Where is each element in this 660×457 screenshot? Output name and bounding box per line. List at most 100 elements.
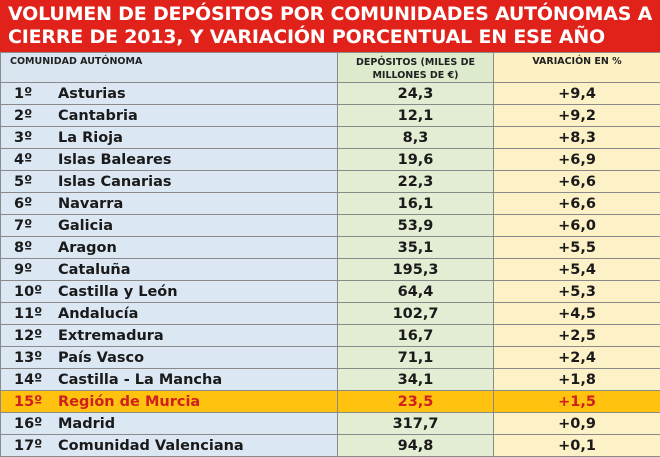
- variation-cell: +5,3: [494, 281, 660, 303]
- variation-cell: +4,5: [494, 303, 660, 325]
- rank-label: 7º: [14, 218, 58, 234]
- deposits-table: COMUNIDAD AUTÓNOMA DEPÓSITOS (MILES DE M…: [0, 52, 660, 457]
- rank-label: 6º: [14, 196, 58, 212]
- community-name: País Vasco: [58, 350, 144, 366]
- community-name: Castilla y León: [58, 284, 178, 300]
- deposits-cell: 24,3: [338, 83, 494, 105]
- community-name: Islas Canarias: [58, 174, 172, 190]
- rank-label: 10º: [14, 284, 58, 300]
- header-community: COMUNIDAD AUTÓNOMA: [1, 53, 338, 83]
- community-name: Castilla - La Mancha: [58, 372, 222, 388]
- deposits-cell: 35,1: [338, 237, 494, 259]
- community-name: Navarra: [58, 196, 123, 212]
- rank-label: 8º: [14, 240, 58, 256]
- header-deposits: DEPÓSITOS (MILES DE MILLONES DE €): [338, 53, 494, 83]
- variation-cell: +0,9: [494, 413, 660, 435]
- community-name: Extremadura: [58, 328, 164, 344]
- rank-label: 12º: [14, 328, 58, 344]
- variation-cell: +5,5: [494, 237, 660, 259]
- variation-cell: +9,4: [494, 83, 660, 105]
- header-deposits-line2: MILLONES DE €): [338, 69, 493, 82]
- community-name: Galicia: [58, 218, 113, 234]
- rank-label: 15º: [14, 394, 58, 410]
- community-name: Cantabria: [58, 108, 138, 124]
- deposits-cell: 195,3: [338, 259, 494, 281]
- deposits-cell: 22,3: [338, 171, 494, 193]
- deposits-cell: 64,4: [338, 281, 494, 303]
- community-name: Aragon: [58, 240, 117, 256]
- rank-label: 9º: [14, 262, 58, 278]
- variation-cell: +9,2: [494, 105, 660, 127]
- header-variation: VARIACIÓN EN %: [494, 53, 660, 83]
- rank-label: 16º: [14, 416, 58, 432]
- rank-label: 4º: [14, 152, 58, 168]
- deposits-cell: 71,1: [338, 347, 494, 369]
- variation-cell: +2,4: [494, 347, 660, 369]
- variation-cell: +1,8: [494, 369, 660, 391]
- community-name: Andalucía: [58, 306, 138, 322]
- deposits-cell: 16,7: [338, 325, 494, 347]
- community-name: Madrid: [58, 416, 115, 432]
- community-name: La Rioja: [58, 130, 123, 146]
- deposits-cell: 102,7: [338, 303, 494, 325]
- deposits-cell: 8,3: [338, 127, 494, 149]
- variation-cell: +6,9: [494, 149, 660, 171]
- rank-label: 5º: [14, 174, 58, 190]
- deposits-cell: 317,7: [338, 413, 494, 435]
- variation-cell: +6,0: [494, 215, 660, 237]
- header-deposits-line1: DEPÓSITOS (MILES DE: [338, 56, 493, 69]
- rank-label: 2º: [14, 108, 58, 124]
- title-line-2: CIERRE DE 2013, Y VARIACIÓN PORCENTUAL E…: [8, 26, 660, 49]
- rank-label: 14º: [14, 372, 58, 388]
- variation-cell: +1,5: [494, 391, 660, 413]
- variation-cell: +6,6: [494, 193, 660, 215]
- title-bar: VOLUMEN DE DEPÓSITOS POR COMUNIDADES AUT…: [0, 0, 660, 52]
- variation-cell: +8,3: [494, 127, 660, 149]
- rank-label: 13º: [14, 350, 58, 366]
- community-name: Asturias: [58, 86, 126, 102]
- deposits-cell: 16,1: [338, 193, 494, 215]
- variation-cell: +5,4: [494, 259, 660, 281]
- community-name: Región de Murcia: [58, 394, 200, 410]
- deposits-cell: 12,1: [338, 105, 494, 127]
- rank-label: 3º: [14, 130, 58, 146]
- deposits-cell: 23,5: [338, 391, 494, 413]
- variation-cell: +6,6: [494, 171, 660, 193]
- variation-cell: +2,5: [494, 325, 660, 347]
- deposits-cell: 19,6: [338, 149, 494, 171]
- title-line-1: VOLUMEN DE DEPÓSITOS POR COMUNIDADES AUT…: [8, 3, 660, 26]
- header-row: COMUNIDAD AUTÓNOMA DEPÓSITOS (MILES DE M…: [1, 53, 660, 83]
- community-name: Cataluña: [58, 262, 131, 278]
- deposits-cell: 53,9: [338, 215, 494, 237]
